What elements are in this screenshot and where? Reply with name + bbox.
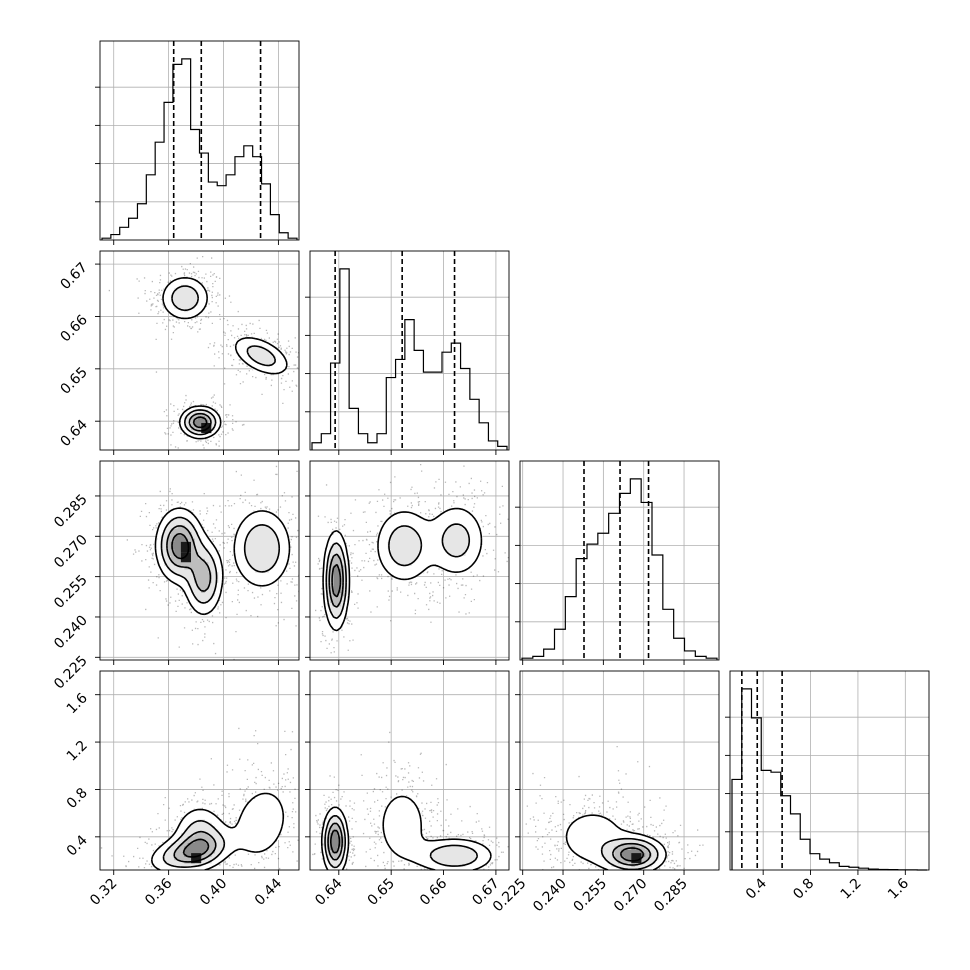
joint-0-3-contour-1 — [162, 819, 226, 869]
joint-2-3-contour-3 — [619, 847, 645, 862]
joint-1-2-contour-3 — [331, 563, 342, 598]
xtick-label-0-2: 0.40 — [197, 876, 230, 909]
hist-panel-2 — [515, 460, 720, 661]
joint-1-3-frame — [309, 670, 510, 871]
joint-0-3-contour-2 — [173, 830, 217, 863]
joint-panel-1-3 — [309, 670, 510, 871]
hist-0-frame — [99, 40, 300, 241]
xtick-label-3-0: 0.4 — [743, 875, 770, 902]
joint-2-3-contour-1 — [600, 837, 659, 870]
joint-0-1-frame — [99, 250, 300, 451]
joint-1-3-contour-1 — [324, 814, 479, 869]
joint-2-3-contour-2 — [611, 842, 652, 866]
ytick-label-2-2: 0.255 — [51, 572, 91, 612]
joint-1-3-band-0 — [320, 795, 493, 870]
joint-0-1-contour-2 — [188, 412, 212, 432]
hist-panel-1 — [305, 250, 510, 451]
joint-1-2-band-1 — [326, 525, 469, 617]
joint-0-2-contour-3 — [171, 532, 190, 560]
xtick-label-1-0: 0.64 — [312, 875, 345, 908]
joint-0-3-band-0 — [150, 792, 283, 870]
joint-1-2-frame — [309, 460, 510, 661]
joint-0-3-plot — [100, 671, 299, 870]
joint-panel-0-2 — [99, 460, 300, 661]
xtick-label-1-1: 0.65 — [365, 876, 398, 909]
joint-0-2-contour-0 — [154, 507, 291, 616]
ytick-label-1-0: 0.64 — [57, 417, 90, 450]
joint-0-2-contour-2 — [166, 525, 212, 593]
ytick-label-1-3: 0.67 — [57, 260, 90, 293]
hist-1-frame — [309, 250, 510, 451]
hist-3-frame — [729, 670, 930, 871]
ytick-label-2-1: 0.240 — [51, 612, 91, 652]
ytick-label-2-3: 0.270 — [51, 532, 91, 572]
joint-0-2-contour-1 — [160, 516, 281, 604]
joint-1-3-contour-3 — [330, 829, 341, 854]
joint-2-3-contour-0 — [565, 814, 667, 870]
joint-0-1-plot — [100, 251, 299, 450]
hist-0-step — [101, 58, 298, 240]
xtick-label-2-2: 0.255 — [571, 876, 611, 916]
joint-2-3-plot — [520, 671, 719, 870]
xtick-label-2-4: 0.285 — [651, 876, 691, 916]
joint-1-2-contour-2 — [328, 553, 344, 608]
xtick-label-0-0: 0.32 — [87, 876, 120, 909]
joint-1-3-plot — [310, 671, 509, 870]
hist-1-step — [311, 268, 508, 450]
ytick-label-1-1: 0.65 — [57, 364, 90, 397]
joint-1-3-contour-0 — [320, 795, 492, 870]
joint-0-3-contour-3 — [182, 838, 210, 858]
ytick-label-3-2: 1.2 — [64, 738, 91, 765]
joint-1-3-contour-2 — [327, 822, 344, 861]
joint-panel-0-3 — [99, 670, 300, 871]
xtick-label-0-3: 0.44 — [252, 875, 285, 908]
joint-0-1-band-0 — [164, 277, 286, 441]
xtick-label-2-1: 0.240 — [530, 876, 570, 916]
joint-2-3-band-0 — [567, 816, 666, 870]
joint-1-2-contour-1 — [325, 523, 471, 620]
joint-1-2-band-0 — [323, 508, 483, 631]
ytick-label-2-4: 0.285 — [51, 491, 91, 531]
joint-0-2-plot — [100, 461, 299, 660]
xtick-label-1-2: 0.66 — [417, 875, 450, 908]
ytick-label-3-0: 0.4 — [64, 832, 91, 859]
joint-panel-0-1 — [99, 250, 300, 451]
joint-0-1-contour-1 — [171, 285, 276, 436]
ytick-label-3-3: 1.6 — [64, 690, 91, 717]
hist-3-step — [731, 688, 927, 871]
joint-1-3-band-1 — [323, 816, 476, 868]
joint-0-1-contour-3 — [192, 416, 208, 429]
ytick-label-2-0: 0.225 — [51, 653, 91, 693]
ytick-label-3-1: 0.8 — [64, 785, 91, 812]
joint-0-3-band-1 — [164, 819, 226, 868]
xtick-label-3-1: 0.8 — [790, 876, 817, 903]
joint-0-2-frame — [99, 460, 300, 661]
hist-panel-0 — [95, 40, 300, 241]
joint-0-1-contour-0 — [162, 276, 288, 440]
hist-panel-3 — [725, 670, 930, 871]
joint-0-3-frame — [99, 670, 300, 871]
joint-1-2-contour-0 — [322, 507, 483, 632]
joint-2-3-band-1 — [600, 839, 659, 870]
xtick-label-3-3: 1.6 — [885, 875, 912, 902]
joint-1-3-band-3 — [330, 829, 341, 854]
joint-0-1-band-1 — [170, 284, 276, 434]
ytick-label-1-2: 0.66 — [57, 312, 90, 345]
hist-2-frame — [519, 460, 720, 661]
xtick-label-2-3: 0.270 — [611, 876, 651, 916]
xtick-label-3-2: 1.2 — [838, 876, 865, 903]
joint-1-2-plot — [310, 461, 509, 660]
joint-0-2-band-1 — [160, 518, 280, 604]
xtick-label-0-1: 0.36 — [142, 875, 175, 908]
joint-panel-1-2 — [309, 460, 510, 661]
joint-panel-2-3 — [519, 670, 720, 871]
joint-2-3-frame — [519, 670, 720, 871]
joint-1-3-band-2 — [326, 822, 345, 861]
joint-0-3-contour-0 — [150, 792, 285, 870]
